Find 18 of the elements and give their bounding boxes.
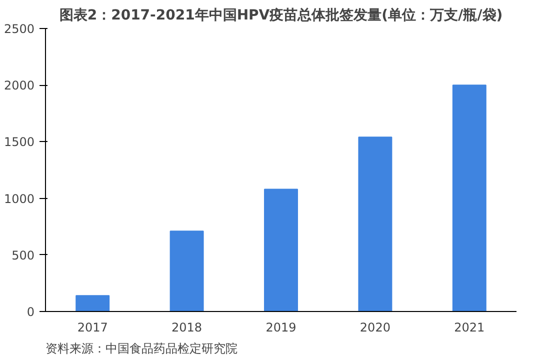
chart-title: 图表2：2017-2021年中国HPV疫苗总体批签发量(单位：万支/瓶/袋): [59, 6, 503, 24]
x-tick-label: 2020: [360, 320, 390, 334]
bar: [452, 84, 486, 312]
bar: [264, 188, 298, 312]
y-tick-label: 1000: [4, 192, 35, 206]
x-tick-label: 2021: [454, 320, 485, 334]
bar: [358, 136, 392, 312]
x-tick-label: 2018: [172, 320, 202, 334]
bar: [170, 230, 204, 312]
text: 资料来源：中国食品药品检定研究院: [46, 342, 238, 356]
y-tick-label: 500: [12, 248, 34, 262]
y-tick-label: 2500: [4, 22, 35, 36]
x-tick-label: 2019: [266, 320, 296, 334]
x-tick-label: 2017: [77, 320, 108, 334]
y-tick-label: 2000: [4, 78, 35, 93]
y-tick-label: 1500: [4, 135, 35, 150]
bar: [76, 295, 110, 312]
y-tick-label: 0: [26, 305, 35, 319]
